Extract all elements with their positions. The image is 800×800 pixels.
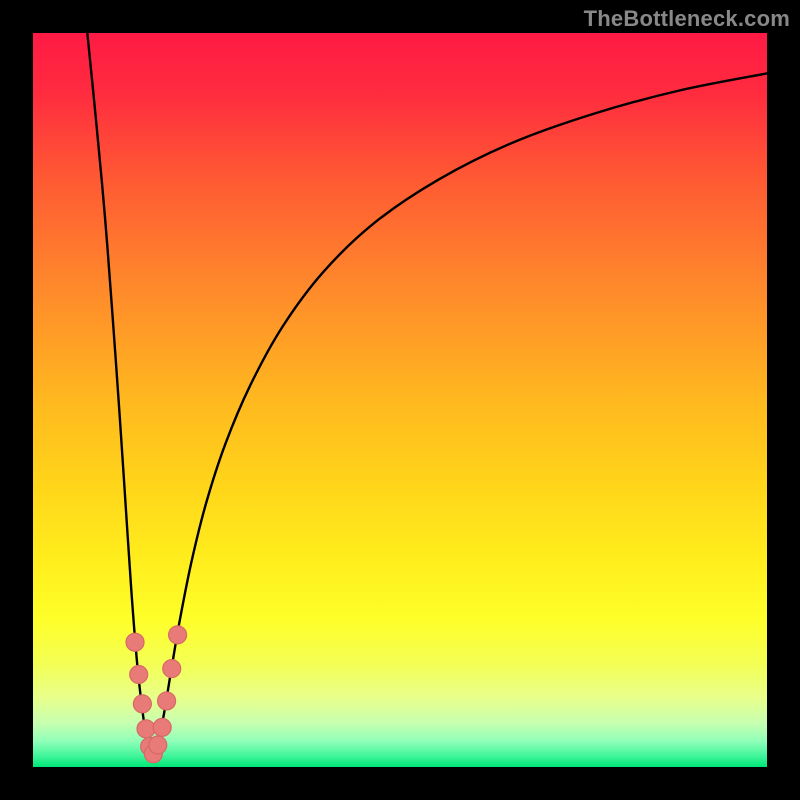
chart-frame: TheBottleneck.com	[0, 0, 800, 800]
plot-area	[33, 33, 767, 767]
data-marker	[130, 666, 148, 684]
data-marker	[158, 692, 176, 710]
bottleneck-curve	[33, 33, 767, 767]
data-marker	[153, 718, 171, 736]
data-marker	[149, 736, 167, 754]
watermark-text: TheBottleneck.com	[584, 6, 790, 32]
data-marker	[169, 626, 187, 644]
data-marker	[163, 660, 181, 678]
data-marker	[137, 720, 155, 738]
data-marker	[126, 633, 144, 651]
data-marker	[133, 695, 151, 713]
